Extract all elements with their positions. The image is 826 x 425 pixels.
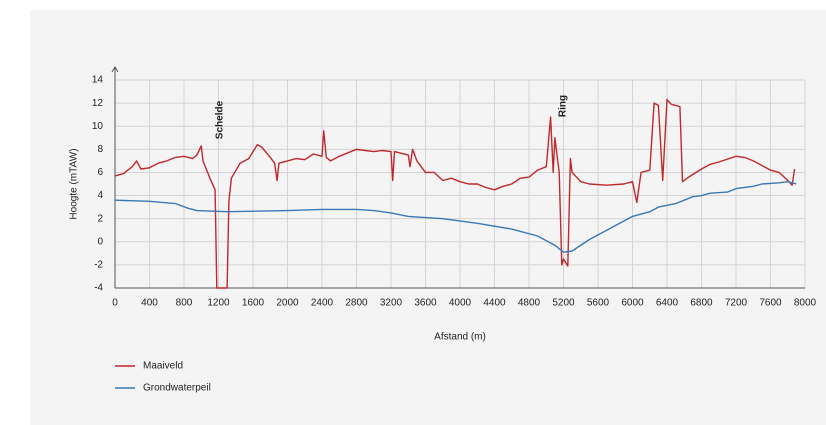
x-tick-label: 7600	[759, 298, 782, 309]
x-tick-label: 4000	[449, 298, 472, 309]
line	[114, 181, 797, 253]
x-tick-label: 5600	[587, 298, 610, 309]
x-tick-label: 800	[176, 298, 193, 309]
x-tick-label: 8000	[794, 298, 817, 309]
x-tick-label: 5200	[552, 298, 575, 309]
y-tick-label: 12	[92, 98, 104, 109]
x-tick-label: 2400	[311, 298, 334, 309]
y-axis-label: Hoogte (mTAW)	[69, 148, 80, 219]
x-tick-label: 1600	[242, 298, 265, 309]
x-tick-label: 6400	[656, 298, 679, 309]
x-tick-label: 0	[112, 298, 118, 309]
y-axis-arrow	[111, 66, 119, 73]
x-tick-label: 6000	[621, 298, 644, 309]
x-tick-label: 3200	[380, 298, 403, 309]
legend-label: Grondwaterpeil	[143, 383, 211, 394]
x-tick-label: 2000	[276, 298, 299, 309]
x-tick-label: 2800	[345, 298, 368, 309]
y-tick-label: 14	[92, 75, 104, 86]
legend-label: Maaiveld	[143, 361, 183, 372]
x-axis-label: Afstand (m)	[434, 332, 486, 343]
y-tick-label: -2	[94, 260, 103, 271]
x-tick-label: 6800	[690, 298, 713, 309]
y-tick-label: 6	[97, 167, 103, 178]
x-tick-label: 4400	[483, 298, 506, 309]
x-tick-label: 4800	[518, 298, 541, 309]
y-tick-label: -4	[94, 283, 103, 294]
y-tick-label: 0	[97, 236, 103, 247]
x-tick-label: 1200	[207, 298, 230, 309]
line	[114, 98, 796, 289]
x-tick-label: 3600	[414, 298, 437, 309]
annotation: Ring	[558, 95, 569, 117]
y-tick-label: 10	[92, 121, 104, 132]
x-tick-label: 7200	[725, 298, 748, 309]
y-tick-label: 8	[97, 144, 103, 155]
y-tick-label: 4	[97, 190, 103, 201]
x-tick-label: 400	[141, 298, 158, 309]
y-tick-label: 2	[97, 213, 103, 224]
annotation: Schelde	[215, 100, 226, 139]
